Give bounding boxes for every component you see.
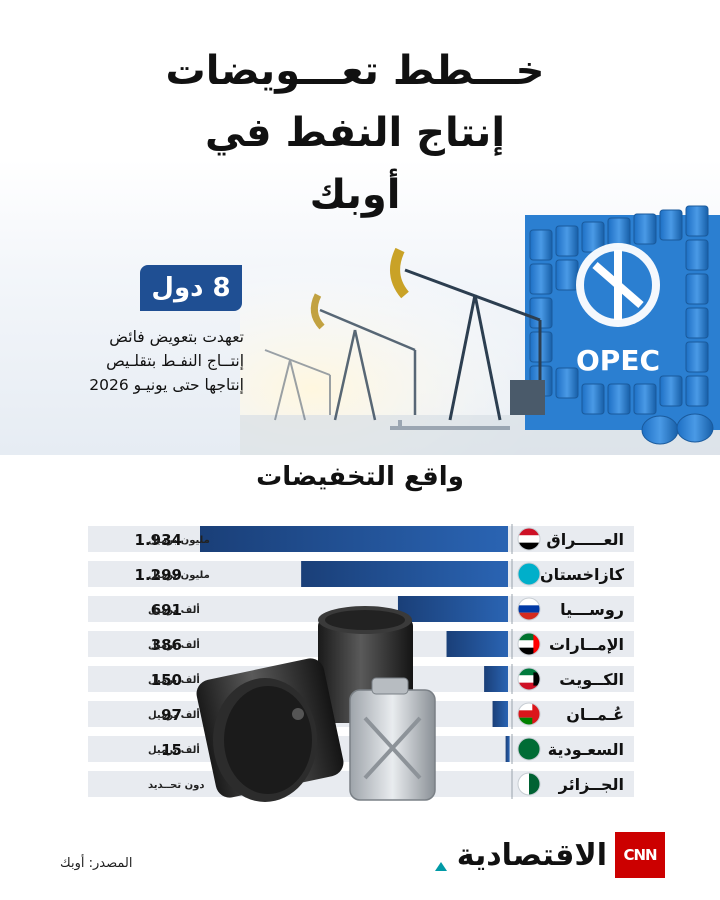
value-label: 1.299 xyxy=(135,566,182,584)
commitment-description: تعهدت بتعويض فائض إنتــاج النفـط بتقلـيص… xyxy=(22,325,244,397)
value-label: 691 xyxy=(151,601,182,619)
category-label: الكــويت xyxy=(559,670,624,689)
value-label: 150 xyxy=(151,671,182,689)
unit-label: ألف برميل xyxy=(148,743,200,756)
unit-label: مليون برميل xyxy=(148,535,210,546)
bar xyxy=(397,596,508,622)
brand-triangle-icon xyxy=(435,862,447,871)
category-label: الجــزائر xyxy=(558,775,624,794)
kazakhstan-flag-icon xyxy=(518,563,540,585)
flag-ring xyxy=(517,527,541,551)
pump-jack-icon xyxy=(310,293,417,421)
value-label: 15 xyxy=(161,741,182,759)
flag-ring xyxy=(517,702,541,726)
category-label: روســـيا xyxy=(560,600,624,619)
bar xyxy=(492,701,508,727)
opec-logo-text: OPEC xyxy=(576,344,660,377)
unit-label: ألف برميل xyxy=(148,673,200,686)
flag-ring xyxy=(517,737,541,761)
algeria-flag-icon xyxy=(518,773,540,795)
flag-ring xyxy=(517,772,541,796)
kuwait-flag-icon xyxy=(518,668,540,690)
category-label: السعـودية xyxy=(548,740,624,759)
title-line-2: إنتاج النفط في أوبك xyxy=(204,110,506,218)
opec-barrel-wall: OPEC xyxy=(525,205,720,430)
bar xyxy=(484,666,508,692)
bar xyxy=(301,561,508,587)
pump-jack-icon xyxy=(264,349,331,421)
oman-flag-icon xyxy=(518,703,540,725)
bar xyxy=(505,736,510,762)
countries-count-badge: 8 دول xyxy=(140,265,242,311)
flag-ring xyxy=(517,667,541,691)
bar xyxy=(200,526,508,552)
category-label: كازاخستان xyxy=(540,565,625,584)
oil-field-illustration: OPEC xyxy=(240,190,720,455)
unit-label: دون تحــديد xyxy=(148,780,204,791)
flag-ring xyxy=(517,597,541,621)
flag-ring xyxy=(517,632,541,656)
saudi-flag-icon xyxy=(518,738,540,760)
uae-flag-icon xyxy=(518,633,540,655)
unit-label: ألف برميل xyxy=(148,708,200,721)
cnn-logo: CNN xyxy=(615,832,665,878)
brand-logo: CNN الاقتصادية xyxy=(425,832,665,882)
unit-label: ألف برميل xyxy=(148,638,200,651)
iraq-flag-icon xyxy=(518,528,540,550)
pump-jack-icon xyxy=(390,247,545,421)
category-label: عُـمــان xyxy=(566,705,624,724)
page-title: خـــطط تعـــويضات إنتاج النفط في أوبك xyxy=(155,40,555,226)
unit-label: مليون برميل xyxy=(148,570,210,581)
description-line-2: إنتــاج النفـط بتقلـيص xyxy=(106,352,244,370)
value-label: 1.934 xyxy=(135,531,182,549)
title-line-1: خـــطط تعـــويضات xyxy=(165,48,545,94)
category-label: الإمــارات xyxy=(549,635,624,654)
description-line-1: تعهدت بتعويض فائض xyxy=(109,328,244,346)
description-line-3: إنتاجها حتى يونيـو 2026 xyxy=(89,376,244,394)
flag-ring xyxy=(517,562,541,586)
barrels-illustration xyxy=(196,606,436,802)
russia-flag-icon xyxy=(518,598,540,620)
section-title: واقع التخفيضات xyxy=(256,462,464,492)
hero-banner: OPEC xyxy=(0,0,720,455)
source-note: المصدر: أوبك xyxy=(60,856,133,871)
opec-logo-icon xyxy=(576,243,660,327)
category-label: العـــــراق xyxy=(546,530,624,549)
brand-name: الاقتصادية xyxy=(456,838,607,873)
unit-label: ألف برميل xyxy=(148,603,200,616)
value-label: 386 xyxy=(151,636,182,654)
bar xyxy=(446,631,508,657)
value-label: 97 xyxy=(161,706,182,724)
